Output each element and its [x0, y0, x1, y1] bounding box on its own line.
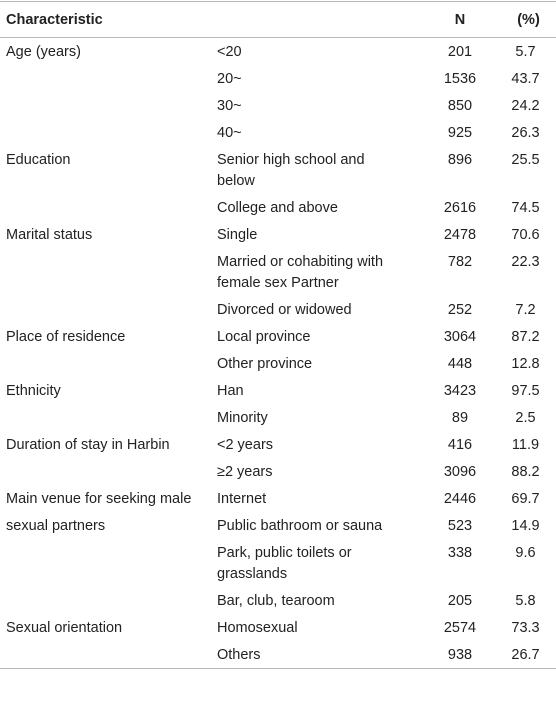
- category-cell: Han: [217, 383, 244, 399]
- category-cell: 20~: [217, 71, 242, 87]
- table-row: Ethnicity Han 3423 97.5: [0, 377, 556, 404]
- count-cell: 448: [447, 356, 473, 372]
- characteristic-cell: Place of residence: [6, 329, 126, 345]
- percent-cell: 88.2: [511, 464, 540, 480]
- percent-cell: 26.3: [511, 125, 540, 141]
- table-row: Married or cohabiting with female sex Pa…: [0, 248, 556, 296]
- count-cell: 252: [447, 302, 473, 318]
- table-row: ≥2 years 3096 88.2: [0, 458, 556, 485]
- percent-cell: 70.6: [511, 227, 540, 243]
- percent-cell: 12.8: [511, 356, 540, 372]
- count-cell: 3064: [443, 329, 477, 345]
- percent-cell: 7.2: [515, 302, 536, 318]
- count-cell: 850: [447, 98, 473, 114]
- percent-cell: 2.5: [515, 410, 536, 426]
- table-row: Age (years) <20 201 5.7: [0, 38, 556, 66]
- percent-cell: 24.2: [511, 98, 540, 114]
- count-cell: 896: [447, 152, 473, 168]
- category-cell: Park, public toilets or grasslands: [217, 545, 352, 582]
- table-row: Public bathroom or sauna 523 14.9: [0, 512, 556, 539]
- table-row: Bar, club, tearoom 205 5.8: [0, 587, 556, 614]
- percent-cell: 26.7: [511, 647, 540, 663]
- percent-cell: 69.7: [511, 491, 540, 507]
- characteristic-cell: Duration of stay in Harbin: [6, 437, 170, 453]
- percent-cell: 14.9: [511, 518, 540, 534]
- percent-cell: 43.7: [511, 71, 540, 87]
- characteristic-cell: Main venue for seeking male sexual partn…: [6, 491, 192, 534]
- table-row: Park, public toilets or grasslands 338 9.6: [0, 539, 556, 587]
- category-cell: Single: [217, 227, 258, 243]
- count-cell: 1536: [443, 71, 477, 87]
- category-cell: Public bathroom or sauna: [217, 518, 383, 534]
- header-cell: (%): [509, 1, 556, 38]
- table-row: College and above 2616 74.5: [0, 194, 556, 221]
- characteristic-cell: Sexual orientation: [6, 620, 123, 636]
- count-cell: 338: [447, 545, 473, 561]
- characteristic-cell: Ethnicity: [6, 383, 61, 399]
- header-row: Characteristic N (%): [0, 1, 556, 38]
- header-cell: Characteristic: [0, 1, 411, 38]
- count-cell: 2446: [443, 491, 477, 507]
- count-cell: 2478: [443, 227, 477, 243]
- table-row: Place of residence Local province 3064 87.2: [0, 323, 556, 350]
- percent-cell: 87.2: [511, 329, 540, 345]
- percent-cell: 5.8: [515, 593, 536, 609]
- table-row: Main venue for seeking male sexual partn…: [0, 485, 556, 534]
- characteristic-cell: Marital status: [6, 227, 93, 243]
- category-cell: ≥2 years: [217, 464, 273, 480]
- count-cell: 205: [447, 593, 473, 609]
- category-cell: Senior high school and below: [217, 152, 365, 189]
- table-row: 30~ 850 24.2: [0, 92, 556, 119]
- header-cell: N: [411, 1, 509, 38]
- count-cell: 938: [447, 647, 473, 663]
- category-cell: Divorced or widowed: [217, 302, 352, 318]
- category-cell: Married or cohabiting with female sex Pa…: [217, 254, 384, 291]
- table-row: 40~ 925 26.3: [0, 119, 556, 146]
- table-body: Age (years) <20 201 5.7 20~ 1536 43.7 30~ 850 24.…: [0, 38, 556, 669]
- table-row: Duration of stay in Harbin <2 years 416 11.…: [0, 431, 556, 458]
- category-cell: Homosexual: [217, 620, 298, 636]
- count-cell: 201: [447, 44, 473, 60]
- category-cell: <20: [217, 44, 242, 60]
- percent-cell: 73.3: [511, 620, 540, 636]
- category-cell: Internet: [217, 491, 267, 507]
- category-cell: Local province: [217, 329, 311, 345]
- percent-cell: 9.6: [515, 545, 536, 561]
- percent-cell: 74.5: [511, 200, 540, 216]
- count-cell: 523: [447, 518, 473, 534]
- table-row: Divorced or widowed 252 7.2: [0, 296, 556, 323]
- count-cell: 782: [447, 254, 473, 270]
- count-cell: 416: [447, 437, 473, 453]
- category-cell: 30~: [217, 98, 242, 114]
- data-table: Characteristic N (%) Age (years) <20 201 5.…: [0, 1, 556, 669]
- count-cell: 3096: [443, 464, 477, 480]
- table-row: 20~ 1536 43.7: [0, 65, 556, 92]
- table-row: Education Senior high school and below 896…: [0, 146, 556, 194]
- table-row: Marital status Single 2478 70.6: [0, 221, 556, 248]
- table-row: Minority 89 2.5: [0, 404, 556, 431]
- category-cell: Others: [217, 647, 261, 663]
- table-row: Other province 448 12.8: [0, 350, 556, 377]
- table-row: Sexual orientation Homosexual 2574 73.3: [0, 614, 556, 641]
- percent-cell: 22.3: [511, 254, 540, 270]
- percent-cell: 97.5: [511, 383, 540, 399]
- percent-cell: 5.7: [515, 44, 536, 60]
- count-cell: 2616: [443, 200, 477, 216]
- characteristic-cell: Age (years): [6, 44, 81, 60]
- percent-cell: 11.9: [511, 437, 540, 453]
- count-cell: 925: [447, 125, 473, 141]
- category-cell: <2 years: [217, 437, 274, 453]
- category-cell: Other province: [217, 356, 313, 372]
- count-cell: 89: [451, 410, 469, 426]
- category-cell: 40~: [217, 125, 242, 141]
- category-cell: Bar, club, tearoom: [217, 593, 335, 609]
- percent-cell: 25.5: [511, 152, 540, 168]
- characteristic-cell: Education: [6, 152, 71, 168]
- table-row: Others 938 26.7: [0, 641, 556, 669]
- count-cell: 3423: [443, 383, 477, 399]
- category-cell: Minority: [217, 410, 268, 426]
- count-cell: 2574: [443, 620, 477, 636]
- category-cell: College and above: [217, 200, 338, 216]
